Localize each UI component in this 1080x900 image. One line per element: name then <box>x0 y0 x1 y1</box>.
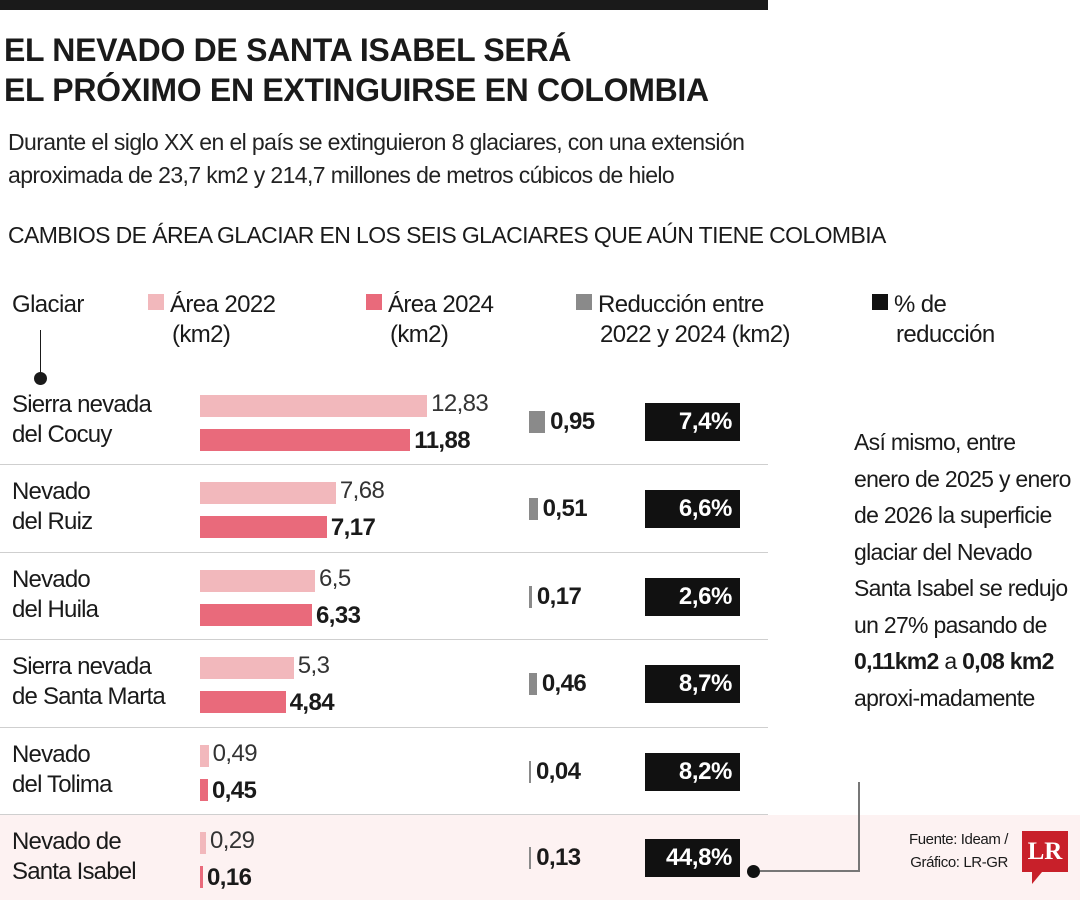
note-connector <box>858 782 860 872</box>
label-reduction: 0,95 <box>550 407 595 435</box>
subtitle: Durante el siglo XX en el país se exting… <box>8 129 745 188</box>
bar-reduction <box>529 410 546 433</box>
top-rule <box>0 0 768 10</box>
glacier-name: Nevado del Ruiz <box>12 478 93 535</box>
label-reduction: 0,04 <box>536 757 581 785</box>
connector-line <box>40 330 41 374</box>
legend-label: Reducción entre <box>598 291 764 318</box>
percent-reduction-badge: 44,8% <box>645 838 740 877</box>
label-reduction: 0,46 <box>541 670 587 697</box>
legend-label: reducción <box>896 321 995 348</box>
bar-area-2024 <box>200 779 208 801</box>
bar-reduction <box>529 585 532 608</box>
label-area-2024: 7,17 <box>330 514 376 541</box>
glacier-name: Nevado del Huila <box>12 566 99 623</box>
label-area-2022: 7,68 <box>339 477 385 504</box>
label-area-2024: 11,88 <box>414 427 471 454</box>
table-row: Sierra nevada del Cocuy 12,83 11,88 0,95 … <box>0 378 768 465</box>
label-area-2024: 0,45 <box>211 777 257 804</box>
label-area-2022: 12,83 <box>431 390 489 417</box>
table-row: Nevado del Huila 6,5 6,33 0,17 2,6% <box>0 553 768 640</box>
percent-reduction-badge: 6,6% <box>645 490 740 528</box>
bar-area-2024 <box>200 866 203 888</box>
side-note: Así mismo, entre enero de 2025 y enero d… <box>854 429 1071 711</box>
legend-swatch <box>148 294 164 310</box>
glacier-name: Sierra nevada de Santa Marta <box>12 653 166 710</box>
percent-reduction-badge: 2,6% <box>645 577 740 616</box>
legend-label: (km2) <box>390 321 449 348</box>
bar-area-2024 <box>200 604 313 626</box>
legend-item: Reducción entre 2022 y 2024 (km2) <box>576 290 791 350</box>
percent-reduction-badge: 7,4% <box>645 402 740 441</box>
note-connector-horizontal <box>760 870 860 872</box>
legend-label: 2022 y 2024 (km2) <box>600 321 791 348</box>
bar-area-2022 <box>200 657 294 679</box>
chart-title: CAMBIOS DE ÁREA GLACIAR EN LOS SEIS GLAC… <box>8 222 886 248</box>
percent-reduction-badge: 8,2% <box>645 752 740 791</box>
lr-logo: LR <box>1022 831 1068 884</box>
legend-swatch <box>576 294 592 310</box>
bar-reduction <box>529 846 532 869</box>
percent-reduction-badge: 8,7% <box>645 665 740 703</box>
bar-reduction <box>529 498 538 520</box>
legend-label: Área 2022 <box>170 291 276 318</box>
bar-area-2022 <box>200 745 209 767</box>
glacier-name: Nevado del Tolima <box>12 741 112 798</box>
bar-reduction <box>529 760 531 783</box>
column-header-glaciar: Glaciar <box>12 291 84 318</box>
bar-area-2022 <box>200 482 336 504</box>
bar-area-2022 <box>200 832 206 854</box>
bar-area-2024 <box>200 691 286 713</box>
table-row: Nevado de Santa Isabel 0,29 0,16 0,13 44,… <box>0 815 1080 900</box>
label-area-2022: 6,5 <box>319 565 351 592</box>
label-area-2024: 6,33 <box>316 602 361 629</box>
label-area-2024: 0,16 <box>207 864 252 891</box>
legend-item: % de reducción <box>872 290 995 350</box>
note-connector-dot <box>747 865 760 878</box>
bar-reduction <box>529 673 537 695</box>
label-reduction: 0,51 <box>542 495 588 522</box>
table-row: Nevado del Tolima 0,49 0,45 0,04 8,2% <box>0 728 768 815</box>
label-area-2022: 5,3 <box>297 652 330 679</box>
label-reduction: 0,13 <box>536 843 581 871</box>
legend-item: Área 2022 (km2) <box>148 290 276 350</box>
legend-swatch <box>872 294 888 310</box>
source-credit: Fuente: Ideam / Gráfico: LR-GR <box>908 831 1008 871</box>
bar-area-2024 <box>200 429 411 451</box>
bar-area-2022 <box>200 570 316 592</box>
legend-label: Área 2024 <box>388 291 494 318</box>
connector-dot <box>34 372 47 385</box>
legend-item: Área 2024 (km2) <box>366 290 494 350</box>
label-area-2022: 0,29 <box>210 827 255 854</box>
glacier-name: Nevado de Santa Isabel <box>12 828 137 885</box>
legend-label: (km2) <box>172 321 231 348</box>
bar-area-2022 <box>200 395 428 417</box>
label-area-2022: 0,49 <box>212 740 258 767</box>
table-row: Nevado del Ruiz 7,68 7,17 0,51 6,6% <box>0 465 768 553</box>
table-row: Sierra nevada de Santa Marta 5,3 4,84 0,4… <box>0 640 768 728</box>
headline: EL NEVADO DE SANTA ISABEL SERÁ EL PRÓXIMO… <box>4 32 709 108</box>
label-reduction: 0,17 <box>536 582 582 610</box>
glacier-name: Sierra nevada del Cocuy <box>12 391 152 448</box>
bar-area-2024 <box>200 516 327 538</box>
legend-label: % de <box>894 291 947 318</box>
legend-swatch <box>366 294 382 310</box>
label-area-2024: 4,84 <box>289 689 335 716</box>
